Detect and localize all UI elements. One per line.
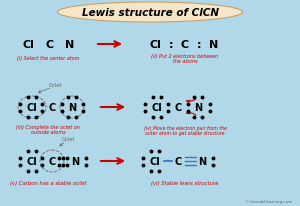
Text: C: C bbox=[174, 103, 182, 112]
Text: (iii) Complete the octet on
outside atoms: (iii) Complete the octet on outside atom… bbox=[16, 124, 80, 135]
Text: Cl: Cl bbox=[22, 40, 34, 50]
Text: Cl: Cl bbox=[152, 103, 162, 112]
Text: Cl: Cl bbox=[27, 156, 38, 166]
Text: C: C bbox=[48, 103, 56, 112]
Text: Cl: Cl bbox=[27, 103, 38, 112]
Text: :: : bbox=[197, 40, 201, 50]
Text: N: N bbox=[68, 103, 76, 112]
Ellipse shape bbox=[58, 3, 242, 23]
Text: C: C bbox=[174, 156, 182, 166]
Text: N: N bbox=[198, 156, 206, 166]
Text: Lewis structure of ClCN: Lewis structure of ClCN bbox=[82, 8, 218, 18]
Text: Octet: Octet bbox=[61, 137, 75, 142]
Text: Cl: Cl bbox=[150, 156, 160, 166]
Text: N: N bbox=[65, 40, 75, 50]
Text: C: C bbox=[48, 156, 56, 166]
Text: N: N bbox=[194, 103, 202, 112]
Text: Octet: Octet bbox=[48, 83, 62, 88]
Text: C: C bbox=[46, 40, 54, 50]
Text: N: N bbox=[209, 40, 219, 50]
Text: N: N bbox=[71, 156, 79, 166]
Text: :: : bbox=[169, 40, 173, 50]
Text: Cl: Cl bbox=[149, 40, 161, 50]
Text: (ii) Put 2 electrons between
the atoms: (ii) Put 2 electrons between the atoms bbox=[152, 53, 219, 64]
Text: © knordsilearning.com: © knordsilearning.com bbox=[245, 199, 292, 203]
Text: (i) Select the center atom: (i) Select the center atom bbox=[17, 56, 79, 61]
Text: (v) Carbon has a stable octet: (v) Carbon has a stable octet bbox=[10, 181, 86, 186]
Text: (vi) Stable lewis structure: (vi) Stable lewis structure bbox=[151, 181, 219, 186]
Text: C: C bbox=[181, 40, 189, 50]
Text: (iv) Move the electron pair from the
outer atom to get stable structure: (iv) Move the electron pair from the out… bbox=[143, 125, 226, 136]
